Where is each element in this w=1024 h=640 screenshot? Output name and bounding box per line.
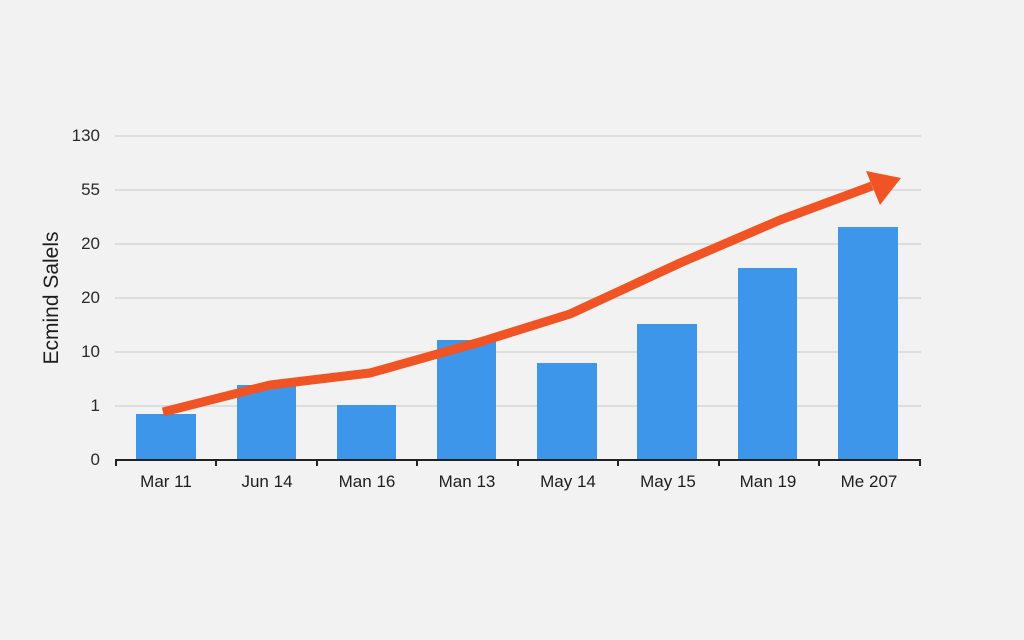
y-tick-label: 130 — [71, 126, 100, 145]
x-tick-label: May 15 — [640, 472, 696, 491]
bar-jun-14 — [237, 385, 296, 460]
x-tick-label: Mar 11 — [140, 472, 192, 491]
gridlines — [115, 135, 921, 407]
x-tick-label: May 14 — [540, 472, 596, 491]
x-axis — [115, 459, 921, 466]
bar-man-19 — [738, 268, 797, 460]
y-tick-label: 0 — [90, 450, 100, 469]
bar-man-16 — [337, 405, 396, 460]
bars — [136, 227, 898, 460]
bar-may-14 — [537, 363, 597, 460]
bar-mar-11 — [136, 414, 196, 460]
y-tick-label: 1 — [90, 396, 100, 415]
x-tick-label: Man 13 — [438, 472, 496, 491]
bar-me-207 — [838, 227, 898, 460]
x-tick-label: Man 19 — [739, 472, 797, 491]
y-tick-label: 10 — [81, 342, 100, 361]
trend-arrow — [161, 171, 901, 417]
y-tick-label: 55 — [81, 180, 100, 199]
y-axis-label: Ecmind Salels — [40, 231, 63, 365]
arrowhead-icon — [866, 171, 901, 205]
y-tick-label: 20 — [81, 234, 100, 253]
bar-may-15 — [637, 324, 697, 460]
x-tick-label: Me 207 — [840, 472, 898, 491]
x-tick-label: Jun 14 — [241, 472, 293, 491]
y-tick-label: 20 — [81, 288, 100, 307]
bar-man-13 — [437, 340, 496, 460]
x-tick-label: Man 16 — [338, 472, 396, 491]
